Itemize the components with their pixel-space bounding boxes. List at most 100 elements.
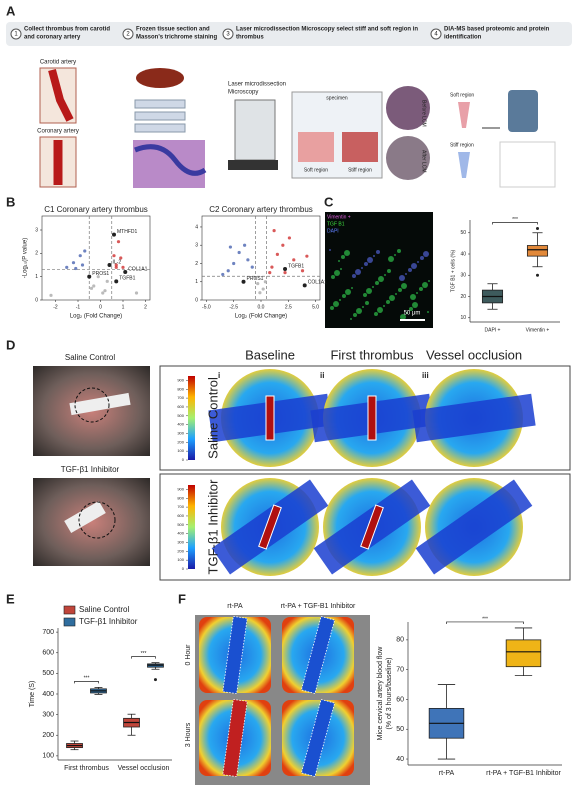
- signal-blob: [355, 269, 361, 275]
- label: Carotid artery: [40, 60, 76, 66]
- colorbar-label: 600: [177, 513, 184, 518]
- signal-blob: [366, 288, 372, 294]
- point: [226, 269, 230, 273]
- signal-blob: [353, 313, 357, 317]
- signal-blob: [373, 255, 375, 257]
- signal-blob: [351, 287, 353, 289]
- point: [250, 265, 254, 269]
- colorbar-label: 0: [182, 566, 185, 571]
- gene-point: [114, 279, 119, 284]
- panel-letter: D: [6, 337, 15, 352]
- point: [268, 271, 272, 275]
- signal-blob: [362, 306, 364, 308]
- lcm-photo: [386, 86, 430, 130]
- gene-label: PROS1: [247, 276, 264, 282]
- y-axis-label: Mice cervical artery blood flow: [377, 646, 384, 741]
- signal-blob: [427, 311, 429, 313]
- significance-label: ***: [141, 651, 147, 657]
- rat-photo: [33, 478, 150, 566]
- step-text: Frozen tissue section and: [136, 27, 210, 33]
- x-axis-label: Log₂ (Fold Change): [70, 314, 122, 320]
- x-tick-label: rt-PA + TGF-B1 Inhibitor: [486, 770, 561, 777]
- signal-blob: [416, 292, 418, 294]
- x-tick-label: 0: [99, 304, 102, 310]
- tube: [458, 152, 470, 178]
- significance-bracket: [492, 222, 538, 225]
- label: Laser microdissection: [228, 82, 286, 88]
- signal-blob: [339, 299, 341, 301]
- colorbar-label: 500: [177, 413, 184, 418]
- thrombus-mark: [360, 504, 384, 550]
- panel-letter: A: [6, 3, 16, 18]
- x-tick-label: 2.5: [285, 304, 292, 310]
- gene-point: [87, 274, 92, 279]
- laser-frame: [159, 365, 571, 471]
- colorbar-label: 900: [177, 486, 184, 491]
- photo-label: TGF-β1 Inhibitor: [61, 465, 120, 474]
- step-number: 3: [226, 32, 230, 38]
- outlier: [536, 273, 539, 277]
- legend-label: TGF-β1 Inhibitor: [79, 617, 138, 626]
- label: Before LCM: [421, 100, 427, 127]
- colorbar: [188, 376, 195, 460]
- y-tick-label: 50: [396, 726, 404, 733]
- ms-image: [508, 90, 538, 132]
- microscopy-signal: [329, 249, 430, 320]
- gene-label: TGFB1: [288, 263, 304, 269]
- vessel-outline: [300, 698, 336, 778]
- vessel-outline: [222, 615, 248, 695]
- point: [71, 261, 76, 265]
- x-tick-label: 2: [144, 304, 147, 310]
- y-tick-label: 300: [42, 711, 54, 718]
- point: [281, 243, 285, 247]
- x-tick-label: rt-PA: [439, 770, 455, 777]
- panel-letter: C: [324, 194, 334, 209]
- plot-frame: [201, 215, 321, 301]
- gene-point: [241, 279, 246, 284]
- colorbar-label: 200: [177, 439, 184, 444]
- row-label: 3 Hours: [185, 722, 192, 747]
- point: [283, 271, 287, 275]
- gene-label: COL1A1: [128, 266, 147, 272]
- step-text: and coronary artery: [24, 35, 81, 41]
- signal-blob: [397, 249, 401, 253]
- colorbar-label: 800: [177, 495, 184, 500]
- panel-letter: B: [6, 194, 15, 209]
- x-tick-label: 1: [122, 304, 125, 310]
- signal-blob: [422, 282, 428, 288]
- point: [80, 263, 85, 267]
- point: [74, 266, 78, 271]
- x-tick-label: -2: [53, 304, 58, 310]
- step-bar: [6, 22, 572, 46]
- gene-label: PROS1: [92, 271, 109, 277]
- point: [49, 293, 53, 297]
- step-badge: [222, 28, 234, 40]
- thrombus-mark: [265, 395, 275, 441]
- legend-swatch: [63, 605, 76, 615]
- step-number: 1: [14, 32, 18, 38]
- laser-frame: [159, 473, 571, 581]
- roman-label: ii: [320, 371, 324, 380]
- probe: [69, 392, 131, 416]
- colorbar-label: 700: [177, 395, 184, 400]
- signal-blob: [383, 305, 385, 307]
- y-axis-label: -Log₁₀(P value): [23, 238, 29, 278]
- y-tick-label: 400: [42, 691, 54, 698]
- vessel-band: [412, 393, 536, 443]
- point: [275, 252, 279, 256]
- point: [305, 254, 309, 258]
- step-text: thrombus: [236, 35, 264, 41]
- signal-blob: [378, 276, 384, 282]
- plot-frame: [41, 215, 151, 301]
- x-tick-label: Vimentin +: [526, 327, 550, 333]
- signal-blob: [344, 250, 350, 256]
- photo-label: Saline Control: [65, 353, 115, 362]
- y-tick-label: 40: [396, 756, 404, 763]
- tube: [458, 102, 470, 128]
- point: [112, 254, 116, 258]
- point: [65, 265, 69, 269]
- point: [116, 240, 121, 244]
- y-tick-label: 70: [396, 667, 404, 674]
- colorbar-label: 300: [177, 431, 184, 436]
